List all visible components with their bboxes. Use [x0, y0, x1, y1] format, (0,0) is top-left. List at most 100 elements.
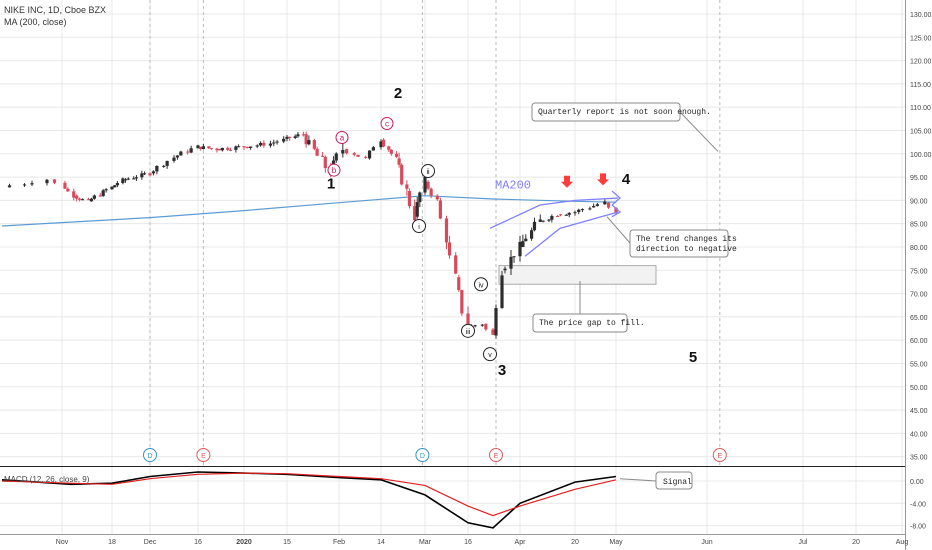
x-tick-label: May — [609, 539, 623, 546]
candle-body — [416, 202, 419, 217]
candle-body — [603, 202, 606, 205]
candle-body — [229, 150, 232, 151]
candle-body — [135, 177, 138, 178]
candle-body — [72, 191, 75, 197]
candle-body — [316, 149, 319, 156]
candle-body — [445, 218, 448, 242]
candle-body — [556, 216, 559, 217]
candle-body — [87, 199, 90, 200]
candle-body — [509, 257, 512, 269]
candle-body — [66, 189, 69, 192]
candle-body — [335, 154, 338, 161]
candle-body — [341, 150, 344, 154]
candle-body — [305, 134, 308, 144]
candle-body — [454, 255, 457, 273]
candle-body — [581, 209, 584, 210]
wedge-lines: MA200 — [490, 179, 620, 257]
x-tick-label: Feb — [333, 539, 345, 546]
candle-body — [307, 140, 310, 144]
ma200-text-label: MA200 — [495, 179, 531, 193]
minor-wave-label-b: b — [332, 166, 337, 175]
annotation-layer: Quarterly report is not soon enough.The … — [532, 103, 737, 332]
macd-y-tick-label: -8.00 — [910, 524, 926, 531]
candle-body — [282, 139, 285, 142]
candle-body — [127, 179, 130, 180]
candle-body — [296, 134, 299, 136]
x-tick-label: Jul — [799, 539, 808, 546]
candle-body — [491, 329, 494, 334]
candle-body — [387, 146, 390, 149]
macd-y-tick-label: 0.00 — [910, 479, 924, 486]
candle-body — [246, 147, 249, 148]
y-tick-label: 125.00 — [910, 35, 932, 42]
y-tick-label: 110.00 — [910, 105, 931, 112]
candle-body — [382, 140, 385, 147]
indicator-label: MA (200, close) — [4, 17, 67, 27]
candle-body — [596, 204, 599, 206]
x-tick-label: 16 — [464, 539, 472, 546]
y-tick-label: 85.00 — [910, 222, 928, 229]
candle-body — [547, 220, 550, 221]
candle-body — [262, 143, 265, 146]
candle-body — [294, 136, 297, 138]
candle-body — [113, 185, 116, 187]
candle-body — [237, 146, 240, 147]
y-tick-label: 75.00 — [910, 268, 928, 275]
wave-label-3: 3 — [498, 362, 506, 379]
price-gap-box — [499, 266, 656, 285]
candle-body — [242, 146, 245, 147]
wave-label-1: 1 — [327, 176, 335, 193]
y-tick-label: 100.00 — [910, 152, 932, 159]
price-gap-area — [499, 266, 656, 285]
x-tick-label: 16 — [194, 539, 202, 546]
candle-body — [400, 165, 403, 185]
candle-body — [436, 196, 439, 200]
x-tick-label: 14 — [377, 539, 385, 546]
callout-pointer — [607, 217, 630, 243]
sub-wave-label-iv: iv — [478, 282, 484, 289]
chart-title: NIKE INC, 1D, Cboe BZX — [4, 5, 106, 15]
candle-body — [356, 155, 359, 157]
candle-body — [423, 177, 426, 193]
candle-body — [172, 158, 175, 161]
candle-body — [116, 183, 119, 185]
x-tick-label: 20 — [852, 539, 860, 546]
grid-lines — [0, 0, 906, 550]
candle-body — [132, 178, 135, 179]
candle-body — [23, 184, 26, 185]
candle-body — [577, 210, 580, 212]
minor-wave-label-a: a — [340, 133, 345, 142]
y-tick-label: 90.00 — [910, 198, 928, 205]
candle-body — [288, 137, 291, 138]
x-tick-label: Jun — [701, 539, 712, 546]
candle-body — [63, 183, 66, 189]
candle-body — [474, 325, 477, 326]
candle-body — [426, 182, 429, 189]
candle-body — [568, 213, 571, 215]
y-tick-label: 35.00 — [910, 455, 928, 462]
callout-line: The trend changes its — [636, 235, 737, 244]
candle-body — [152, 171, 155, 173]
sub-wave-label-iii: iii — [466, 329, 471, 336]
candle-body — [364, 157, 367, 158]
candle-body — [78, 199, 81, 200]
candle-body — [202, 146, 205, 149]
candle-body — [390, 150, 393, 154]
candle-body — [176, 155, 179, 157]
candle-body — [405, 184, 408, 188]
candle-body — [448, 243, 451, 256]
x-tick-label: Aug — [896, 539, 909, 546]
signal-callout-text: Signal — [663, 478, 692, 487]
candle-body — [368, 151, 371, 159]
candle-body — [408, 191, 411, 206]
y-tick-label: 80.00 — [910, 245, 928, 252]
candle-body — [221, 148, 224, 150]
candle-body — [592, 206, 595, 207]
y-tick-label: 55.00 — [910, 361, 928, 368]
candle-body — [302, 134, 305, 135]
callout-text-1: The trend changes its direction to negati… — [636, 235, 737, 254]
candle-body — [121, 178, 124, 183]
y-tick-label: 70.00 — [910, 292, 928, 299]
candle-body — [93, 196, 96, 199]
